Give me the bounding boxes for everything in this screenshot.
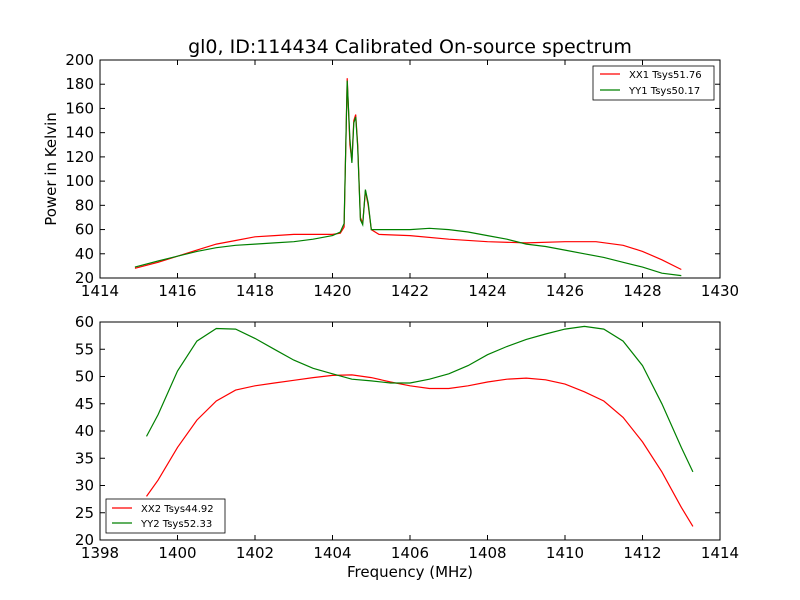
top-x-tick-label: 1418 <box>236 282 274 300</box>
bottom-legend: XX2 Tsys44.92 YY2 Tsys52.33 <box>105 498 226 534</box>
bottom-y-tick-label: 30 <box>75 477 94 495</box>
bottom-legend-box <box>105 498 226 534</box>
top-legend: XX1 Tsys51.76 YY1 Tsys50.17 <box>592 65 715 101</box>
bottom-y-tick-label: 25 <box>75 504 94 522</box>
top-x-tick-label: 1416 <box>158 282 196 300</box>
bottom-x-axis-label: Frequency (MHz) <box>347 563 473 581</box>
bottom-x-tick-label: 1414 <box>701 544 739 562</box>
bottom-x-tick-label: 1398 <box>81 544 119 562</box>
top-y-tick-label: 120 <box>65 148 94 166</box>
top-series-line-1 <box>134 80 682 277</box>
top-x-tick-label: 1414 <box>81 282 119 300</box>
top-legend-box <box>592 65 715 101</box>
top-x-tick-label: 1428 <box>623 282 661 300</box>
bottom-y-tick-label: 50 <box>75 368 94 386</box>
bottom-legend-label-0: XX2 Tsys44.92 <box>141 504 214 515</box>
bottom-x-tick-label: 1410 <box>546 544 584 562</box>
top-y-axis-label: Power in Kelvin <box>42 112 60 226</box>
bottom-y-tick-label: 60 <box>75 313 94 331</box>
bottom-spectrum-chart: 1398 1400 1402 1404 1406 1408 1410 1412 1414 202… <box>75 313 739 581</box>
bottom-x-tick-label: 1412 <box>623 544 661 562</box>
top-y-tick-label: 40 <box>75 245 94 263</box>
top-x-tick-label: 1430 <box>701 282 739 300</box>
bottom-x-tick-label: 1408 <box>468 544 506 562</box>
bottom-y-tick-label: 55 <box>75 340 94 358</box>
bottom-y-tick-label: 20 <box>75 531 94 549</box>
top-y-ticks: 20 40 60 80 100 120 140 160 180 200 <box>65 51 720 287</box>
top-legend-label-1: YY1 Tsys50.17 <box>628 86 700 97</box>
top-y-tick-label: 140 <box>65 124 94 142</box>
bottom-x-tick-label: 1406 <box>391 544 429 562</box>
bottom-y-tick-label: 45 <box>75 395 94 413</box>
bottom-series-group <box>145 325 694 527</box>
top-y-tick-label: 60 <box>75 221 94 239</box>
top-legend-label-0: XX1 Tsys51.76 <box>629 70 702 81</box>
top-y-tick-label: 100 <box>65 172 94 190</box>
top-x-tick-label: 1426 <box>546 282 584 300</box>
top-y-tick-label: 160 <box>65 99 94 117</box>
bottom-x-ticks: 1398 1400 1402 1404 1406 1408 1410 1412 1414 <box>81 322 739 562</box>
top-y-tick-label: 80 <box>75 196 94 214</box>
top-y-tick-label: 20 <box>75 269 94 287</box>
bottom-y-ticks: 20 25 30 35 40 45 50 55 60 <box>75 313 720 549</box>
top-x-tick-label: 1420 <box>313 282 351 300</box>
top-y-tick-label: 180 <box>65 75 94 93</box>
bottom-x-tick-label: 1400 <box>158 544 196 562</box>
bottom-series-line-1 <box>145 325 694 473</box>
bottom-x-tick-label: 1402 <box>236 544 274 562</box>
top-series-group <box>134 78 682 277</box>
bottom-x-tick-label: 1404 <box>313 544 351 562</box>
bottom-legend-label-1: YY2 Tsys52.33 <box>140 519 212 530</box>
bottom-y-tick-label: 35 <box>75 449 94 467</box>
top-spectrum-chart: 1414 1416 1418 1420 1422 1424 1426 1428 1430 20 4… <box>42 51 739 300</box>
top-x-ticks: 1414 1416 1418 1420 1422 1424 1426 1428 1430 <box>81 60 739 300</box>
bottom-series-line-0 <box>146 374 694 527</box>
top-series-line-0 <box>134 78 682 271</box>
chart-title: gl0, ID:114434 Calibrated On-source spec… <box>188 36 632 58</box>
bottom-y-tick-label: 40 <box>75 422 94 440</box>
top-x-tick-label: 1422 <box>391 282 429 300</box>
top-y-tick-label: 200 <box>65 51 94 69</box>
top-x-tick-label: 1424 <box>468 282 506 300</box>
